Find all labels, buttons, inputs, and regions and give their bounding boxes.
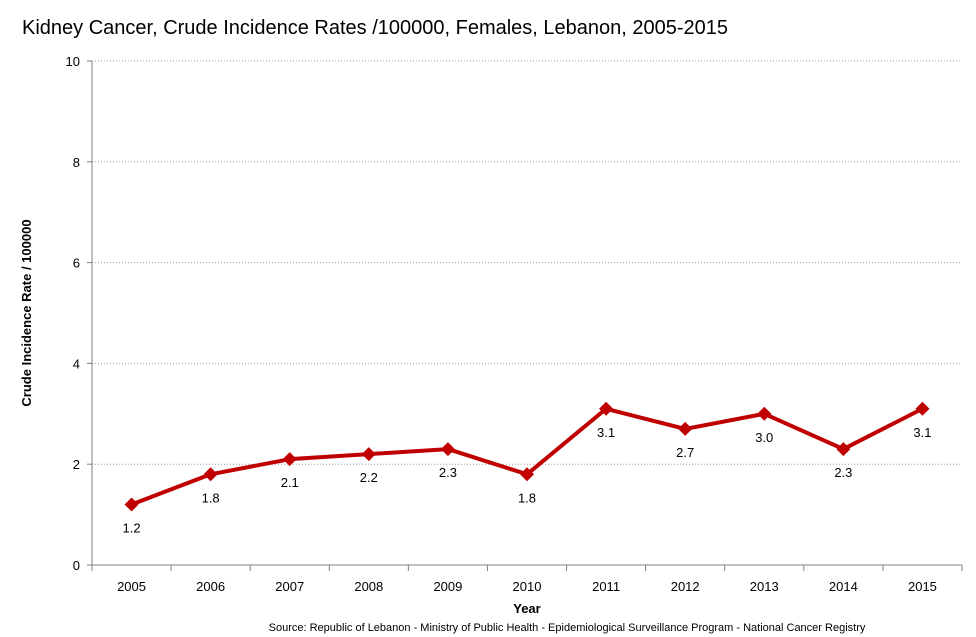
data-label: 2.3 <box>439 465 457 480</box>
data-point-marker <box>124 497 139 512</box>
x-tick-label: 2007 <box>275 579 304 594</box>
source-note: Source: Republic of Lebanon - Ministry o… <box>269 622 866 634</box>
data-point-marker <box>678 421 693 436</box>
y-tick-label: 6 <box>73 256 80 271</box>
series-group <box>124 401 930 512</box>
x-tick-labels: 2005 2006 2007 2008 2009 2010 2011 2012 2013 2014… <box>117 579 937 594</box>
data-point-marker <box>203 467 218 482</box>
data-label: 3.1 <box>597 425 615 440</box>
data-label: 2.2 <box>360 470 378 485</box>
y-axis-title: Crude Incidence Rate / 100000 <box>19 219 34 406</box>
data-label: 2.3 <box>834 465 852 480</box>
data-point-marker <box>757 406 772 421</box>
x-tick-label: 2014 <box>829 579 858 594</box>
y-tick-label: 2 <box>73 457 80 472</box>
data-label: 1.8 <box>202 490 220 505</box>
x-axis-title: Year <box>513 601 540 616</box>
data-label: 1.8 <box>518 490 536 505</box>
gridlines <box>92 60 962 465</box>
x-tick-label: 2008 <box>354 579 383 594</box>
axes <box>87 60 963 571</box>
x-tick-label: 2012 <box>671 579 700 594</box>
x-tick-label: 2011 <box>592 579 620 594</box>
data-point-marker <box>520 467 534 482</box>
data-label: 1.2 <box>123 521 141 536</box>
data-point-marker <box>599 401 614 416</box>
y-tick-label: 10 <box>66 54 80 69</box>
data-label: 2.7 <box>676 445 694 460</box>
data-point-marker <box>361 447 376 462</box>
data-label: 3.1 <box>913 425 931 440</box>
y-tick-label: 8 <box>73 155 80 170</box>
data-point-marker <box>440 442 455 457</box>
data-point-marker <box>915 401 930 416</box>
data-label: 2.1 <box>281 475 299 490</box>
data-labels: 1.2 1.8 2.1 2.2 2.3 1.8 3.1 2.7 3.0 2.3 3.1 <box>123 425 932 536</box>
x-tick-label: 2005 <box>117 579 146 594</box>
data-point-marker <box>836 442 851 457</box>
y-tick-label: 4 <box>73 356 80 371</box>
data-label: 3.0 <box>755 430 773 445</box>
chart-title: Kidney Cancer, Crude Incidence Rates /10… <box>22 17 728 39</box>
x-tick-label: 2013 <box>750 579 779 594</box>
x-tick-label: 2010 <box>513 579 542 594</box>
x-tick-label: 2006 <box>196 579 225 594</box>
y-tick-labels: 0 2 4 6 8 10 <box>66 54 80 573</box>
x-tick-label: 2015 <box>908 579 937 594</box>
x-tick-label: 2009 <box>433 579 462 594</box>
data-point-marker <box>282 452 297 467</box>
y-tick-label: 0 <box>73 558 80 573</box>
